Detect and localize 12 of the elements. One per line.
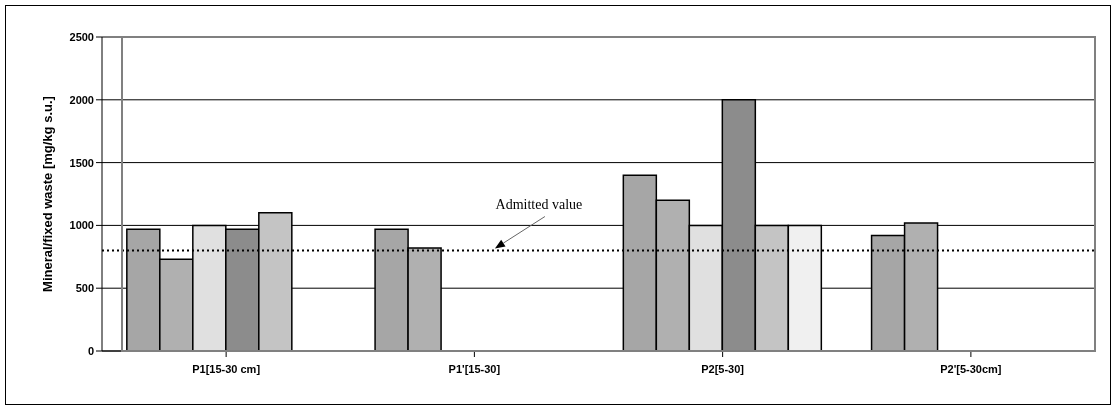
y-tick-label: 500 bbox=[75, 282, 94, 295]
y-tick-label: 0 bbox=[87, 344, 94, 357]
ref-line-label: Admitted value bbox=[495, 196, 583, 212]
y-tick-label: 2500 bbox=[69, 30, 94, 43]
x-tick-label: P2[5-30] bbox=[701, 362, 745, 375]
y-axis-title: Mineral/fixed waste [mg/kg s.u.] bbox=[39, 96, 55, 292]
y-tick-label: 1000 bbox=[69, 219, 94, 232]
x-tick-label: P2'[5-30cm] bbox=[940, 362, 1002, 375]
x-tick-label: P1'[15-30] bbox=[448, 362, 501, 375]
y-tick-label: 1500 bbox=[69, 156, 94, 169]
y-tick-label: 2000 bbox=[69, 93, 94, 106]
x-tick-label: P1[15-30 cm] bbox=[192, 362, 261, 375]
